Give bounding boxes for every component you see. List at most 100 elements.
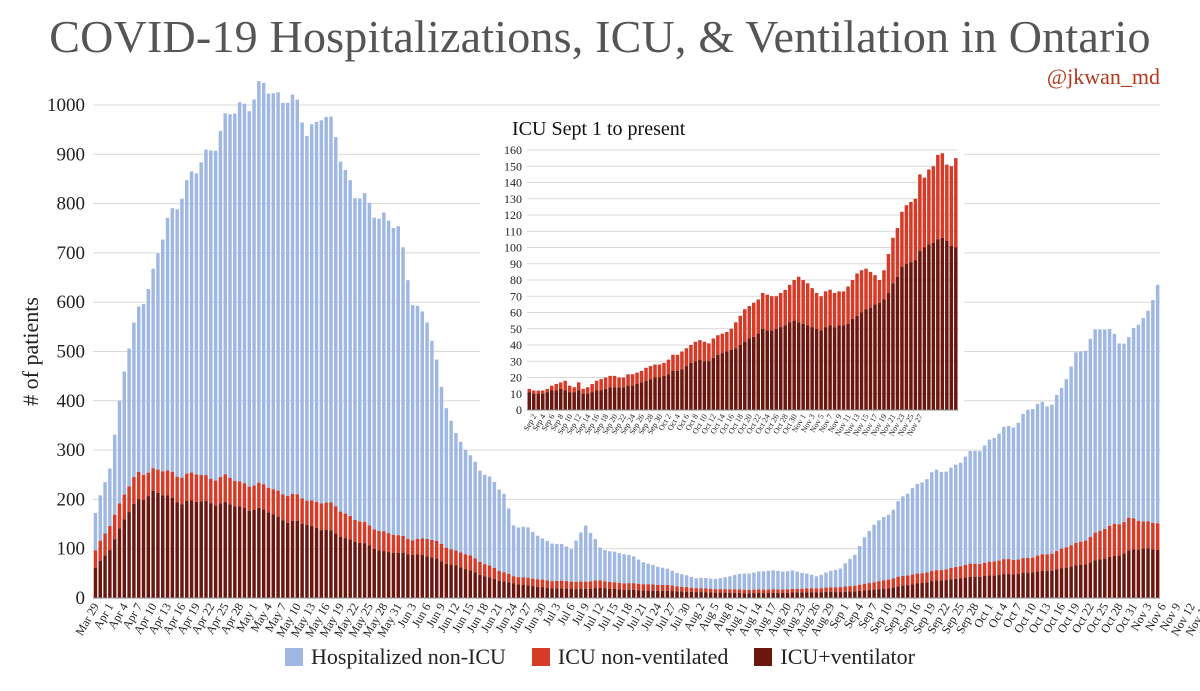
inset-bar-icu-vent bbox=[702, 361, 707, 410]
bar-icu-nonvent bbox=[300, 498, 304, 524]
inset-bar-icu-vent bbox=[891, 283, 895, 410]
inset-y-tick-label: 60 bbox=[510, 306, 522, 320]
bar-icu-vent bbox=[713, 592, 718, 598]
bar-icu-vent bbox=[886, 588, 891, 598]
bar-icu-nonvent bbox=[103, 533, 107, 556]
bar-hospitalized bbox=[992, 437, 996, 562]
inset-y-tick-label: 110 bbox=[504, 224, 522, 238]
bar-icu-vent bbox=[108, 550, 112, 598]
inset-bar-icu-nonvent bbox=[832, 293, 837, 328]
bar-icu-vent bbox=[954, 578, 958, 598]
bar-hospitalized bbox=[266, 93, 271, 488]
bar-icu-vent bbox=[1127, 550, 1131, 598]
inset-bar-icu-vent bbox=[720, 353, 725, 410]
bar-icu-nonvent bbox=[444, 547, 449, 564]
bar-hospitalized bbox=[805, 573, 809, 589]
bar-hospitalized bbox=[1093, 329, 1097, 533]
inset-bar-icu-vent bbox=[621, 387, 626, 410]
bar-icu-vent bbox=[1098, 559, 1102, 598]
bar-hospitalized bbox=[872, 524, 876, 583]
bar-icu-vent bbox=[136, 499, 141, 598]
bar-icu-vent bbox=[694, 592, 698, 598]
bar-hospitalized bbox=[358, 198, 362, 522]
y-axis-label: # of patients bbox=[18, 297, 43, 406]
bar-icu-nonvent bbox=[915, 573, 920, 584]
bar-hospitalized bbox=[949, 467, 953, 568]
bar-icu-nonvent bbox=[161, 471, 165, 496]
bar-icu-nonvent bbox=[1155, 523, 1160, 550]
bar-hospitalized bbox=[656, 566, 660, 585]
bar-icu-nonvent bbox=[776, 589, 780, 593]
bar-icu-vent bbox=[756, 592, 761, 598]
bar-icu-nonvent bbox=[136, 471, 141, 500]
bar-hospitalized bbox=[800, 572, 804, 589]
bar-hospitalized bbox=[781, 571, 785, 590]
bar-hospitalized bbox=[862, 537, 867, 584]
bar-hospitalized bbox=[790, 570, 795, 589]
inset-bar-icu-vent bbox=[626, 385, 630, 410]
bar-hospitalized bbox=[156, 253, 160, 470]
bar-icu-nonvent bbox=[728, 589, 732, 593]
bar-hospitalized bbox=[1059, 388, 1064, 549]
bar-icu-nonvent bbox=[819, 588, 823, 593]
bar-icu-nonvent bbox=[910, 574, 915, 585]
inset-bar-icu-nonvent bbox=[855, 273, 859, 316]
inset-bar-icu-vent bbox=[666, 374, 671, 410]
bar-icu-vent bbox=[314, 527, 319, 598]
bar-icu-nonvent bbox=[1112, 523, 1117, 557]
y-tick-label: 800 bbox=[57, 194, 86, 215]
bar-icu-nonvent bbox=[93, 550, 98, 568]
inset-bar-icu-nonvent bbox=[805, 283, 810, 326]
bar-hospitalized bbox=[925, 479, 929, 573]
bar-icu-nonvent bbox=[189, 472, 194, 501]
bar-icu-vent bbox=[819, 592, 823, 598]
bar-hospitalized bbox=[732, 575, 737, 590]
bar-icu-vent bbox=[425, 556, 429, 598]
bar-icu-nonvent bbox=[833, 587, 838, 593]
bar-icu-vent bbox=[141, 499, 146, 598]
bar-icu-nonvent bbox=[338, 511, 343, 537]
bar-hospitalized bbox=[103, 482, 107, 534]
bar-hospitalized bbox=[973, 451, 977, 564]
bar-hospitalized bbox=[521, 526, 525, 578]
bar-icu-nonvent bbox=[612, 582, 617, 590]
bar-icu-vent bbox=[386, 552, 391, 598]
bar-icu-nonvent bbox=[516, 577, 521, 585]
bar-icu-vent bbox=[463, 569, 468, 598]
bar-icu-nonvent bbox=[98, 540, 102, 561]
bar-hospitalized bbox=[795, 571, 799, 589]
bar-icu-vent bbox=[295, 520, 300, 598]
bar-hospitalized bbox=[430, 340, 434, 540]
bar-icu-vent bbox=[521, 584, 525, 598]
bar-hospitalized bbox=[473, 461, 477, 559]
inset-bar-icu-vent bbox=[828, 325, 832, 410]
bar-icu-nonvent bbox=[242, 483, 247, 508]
bar-hospitalized bbox=[271, 93, 276, 490]
inset-bar-icu-vent bbox=[778, 327, 783, 410]
inset-bar-icu-vent bbox=[931, 242, 936, 410]
bar-icu-nonvent bbox=[305, 500, 309, 526]
bar-icu-vent bbox=[853, 591, 857, 598]
inset-bar-icu-nonvent bbox=[760, 293, 765, 329]
bar-icu-vent bbox=[372, 548, 376, 598]
bar-hospitalized bbox=[761, 571, 766, 590]
inset-bar-icu-nonvent bbox=[819, 296, 823, 331]
bar-icu-vent bbox=[838, 592, 843, 598]
bar-icu-vent bbox=[507, 582, 511, 598]
bar-hospitalized bbox=[334, 137, 338, 507]
bar-hospitalized bbox=[545, 540, 549, 581]
bar-icu-nonvent bbox=[987, 561, 992, 576]
bar-icu-nonvent bbox=[680, 586, 684, 592]
inset-bar-icu-vent bbox=[671, 371, 675, 410]
bar-hospitalized bbox=[425, 322, 429, 539]
bar-icu-nonvent bbox=[439, 543, 444, 562]
inset-bar-icu-vent bbox=[725, 351, 729, 410]
inset-bar-icu-nonvent bbox=[882, 270, 886, 300]
bar-icu-nonvent bbox=[314, 501, 319, 528]
inset-bar-icu-nonvent bbox=[698, 340, 702, 360]
bar-hospitalized bbox=[819, 574, 823, 589]
inset-y-tick-label: 40 bbox=[510, 338, 522, 352]
inset-bar-icu-nonvent bbox=[945, 164, 949, 241]
bar-icu-vent bbox=[670, 591, 674, 598]
inset-bar-icu-nonvent bbox=[711, 338, 716, 358]
